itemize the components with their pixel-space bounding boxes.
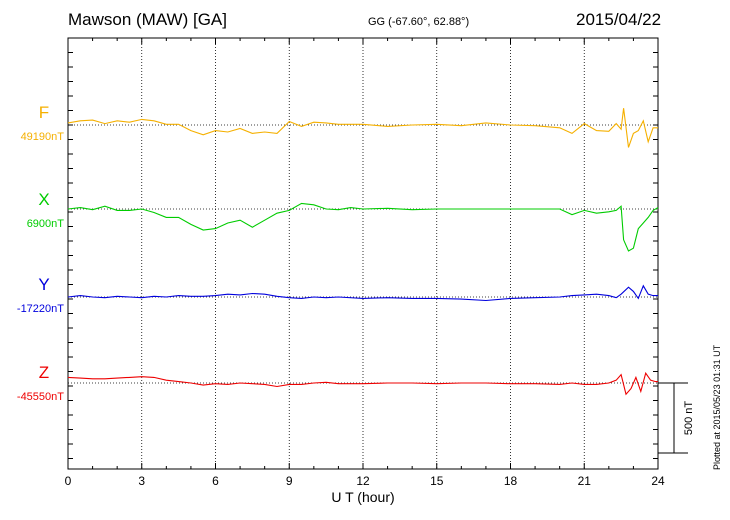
grid-lines xyxy=(141,38,585,469)
series-line-z xyxy=(67,371,658,396)
series-baseline-y: -17220nT xyxy=(17,303,64,315)
series-labels: F 49190nT X 6900nT Y -17220nT Z -45550nT xyxy=(17,103,64,403)
scale-bar: 500 nT xyxy=(658,382,695,454)
coordinates-label: GG (-67.60°, 62.88°) xyxy=(368,16,470,28)
x-tick-label: 24 xyxy=(651,474,665,488)
series-baseline-f: 49190nT xyxy=(21,131,65,143)
x-tick-label: 12 xyxy=(356,474,370,488)
station-title: Mawson (MAW) [GA] xyxy=(68,10,227,29)
x-tick-label: 15 xyxy=(430,474,444,488)
series-line-y xyxy=(67,284,658,302)
x-tick-label: 21 xyxy=(578,474,592,488)
series-lines xyxy=(67,108,659,396)
scale-bar-label: 500 nT xyxy=(683,401,695,436)
x-ticks: 0 3 6 9 12 15 18 21 24 xyxy=(65,37,665,488)
x-tick-label: 9 xyxy=(286,474,293,488)
series-line-x xyxy=(67,202,659,252)
series-name-y: Y xyxy=(38,275,49,294)
series-name-x: X xyxy=(38,190,49,209)
series-name-z: Z xyxy=(39,363,49,382)
series-baseline-x: 6900nT xyxy=(27,218,65,230)
date-label: 2015/04/22 xyxy=(576,10,662,29)
x-tick-label: 18 xyxy=(504,474,518,488)
x-axis-label: U T (hour) xyxy=(331,489,394,505)
series-line-f xyxy=(67,108,658,148)
x-tick-label: 0 xyxy=(65,474,72,488)
series-baseline-z: -45550nT xyxy=(17,391,64,403)
series-name-f: F xyxy=(39,103,49,122)
x-tick-label: 6 xyxy=(212,474,219,488)
x-tick-label: 3 xyxy=(138,474,145,488)
